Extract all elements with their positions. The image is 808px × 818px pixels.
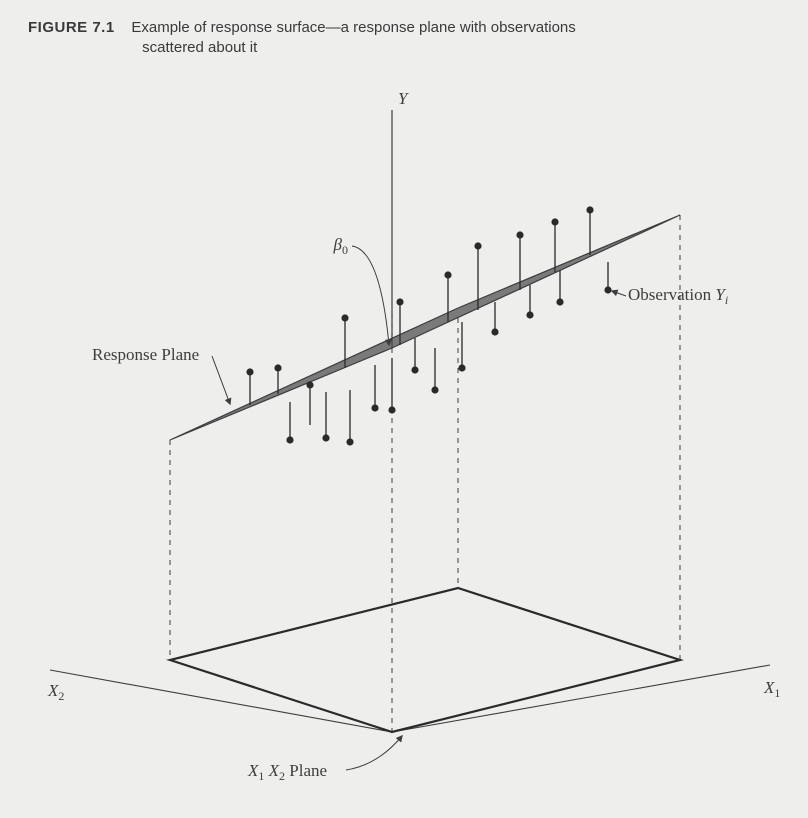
observation-dot (458, 364, 465, 371)
diagram-canvas: Y X1 X2 β0 Response Plane Observation Yi X1 X2… (0, 70, 808, 810)
observation-dot (516, 231, 523, 238)
observation-dot (491, 328, 498, 335)
base-plane-arrow (346, 736, 402, 770)
annotations-group: Y X1 X2 β0 Response Plane Observation Yi X1 X2… (47, 89, 780, 783)
observation-arrow (612, 291, 626, 296)
axes-group (50, 110, 770, 732)
observation-dot (474, 242, 481, 249)
observation-dot (246, 368, 253, 375)
x2-axis-label: X2 (47, 681, 64, 703)
response-plane-label: Response Plane (92, 345, 199, 364)
figure-caption: FIGURE 7.1 Example of response surface—a… (28, 18, 768, 59)
observation-dot (444, 271, 451, 278)
beta0-label: β0 (333, 235, 348, 257)
observation-dot (556, 298, 563, 305)
observation-dot (551, 218, 558, 225)
observation-dot (274, 364, 281, 371)
observation-dot (371, 404, 378, 411)
observation-dot (346, 438, 353, 445)
x1-axis (392, 665, 770, 732)
figure-caption-line1: Example of response surface—a response p… (131, 19, 575, 36)
observation-dot (411, 366, 418, 373)
x1-axis-label: X1 (763, 678, 780, 700)
observation-dot (604, 286, 611, 293)
observation-dot (396, 298, 403, 305)
observation-dot (388, 406, 395, 413)
observation-dot (586, 206, 593, 213)
response-plane (170, 215, 680, 440)
base-plane-square (170, 588, 680, 732)
base-plane-label: X1 X2 Plane (247, 761, 327, 783)
observation-dot (341, 314, 348, 321)
figure-caption-line2: scattered about it (142, 39, 257, 56)
x2-axis (50, 670, 392, 732)
dashed-edges-group (170, 215, 680, 732)
observation-dot (286, 436, 293, 443)
y-axis-label: Y (398, 89, 409, 108)
response-plane-arrow (212, 356, 230, 404)
observation-dot (526, 311, 533, 318)
observation-label: Observation Yi (628, 285, 728, 307)
observation-dot (322, 434, 329, 441)
beta0-arrow (352, 246, 389, 345)
base-plane-group (170, 588, 680, 732)
response-plane-group (170, 110, 680, 440)
observation-dot (431, 386, 438, 393)
figure-label: FIGURE 7.1 (28, 19, 115, 36)
observation-dot (306, 381, 313, 388)
